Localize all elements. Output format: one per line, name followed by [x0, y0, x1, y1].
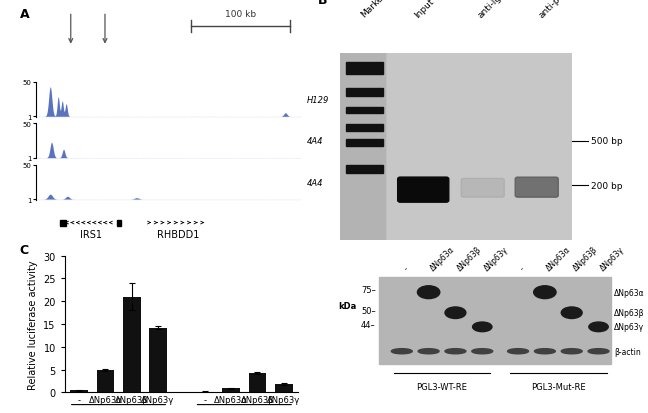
- Bar: [346, 140, 383, 146]
- Ellipse shape: [561, 307, 582, 319]
- Text: 4A4: 4A4: [307, 178, 323, 187]
- Text: 50–: 50–: [361, 306, 376, 315]
- Ellipse shape: [534, 286, 556, 299]
- FancyBboxPatch shape: [398, 178, 449, 203]
- Text: ΔNp63γ: ΔNp63γ: [482, 244, 510, 272]
- Text: ΔNp63γ: ΔNp63γ: [614, 323, 644, 332]
- Text: ΔNp63β: ΔNp63β: [572, 244, 599, 272]
- Ellipse shape: [445, 349, 466, 354]
- Bar: [117, 220, 121, 226]
- Bar: [346, 63, 383, 74]
- Y-axis label: Relative luciferase activity: Relative luciferase activity: [28, 259, 38, 389]
- Bar: [222, 388, 240, 392]
- Text: ΔNp63α: ΔNp63α: [428, 244, 457, 272]
- Text: 500 bp: 500 bp: [591, 137, 622, 146]
- Ellipse shape: [588, 349, 609, 354]
- Text: RHBDD1: RHBDD1: [157, 230, 199, 240]
- Text: ΔNp63α: ΔNp63α: [545, 244, 573, 272]
- Text: B: B: [318, 0, 327, 7]
- Bar: [346, 166, 383, 173]
- Bar: [346, 125, 383, 131]
- Ellipse shape: [418, 349, 439, 354]
- Ellipse shape: [417, 286, 440, 299]
- Text: 100 kb: 100 kb: [225, 10, 256, 19]
- Text: ΔNp63β: ΔNp63β: [456, 244, 483, 272]
- Text: ΔNp63β: ΔNp63β: [614, 309, 645, 318]
- Text: 75–: 75–: [361, 285, 376, 294]
- Text: Input: Input: [413, 0, 436, 20]
- Bar: [122, 297, 141, 392]
- Text: anti-IgG: anti-IgG: [476, 0, 508, 20]
- Bar: [97, 370, 114, 392]
- Text: ΔNp63α: ΔNp63α: [614, 288, 645, 297]
- Text: anti-p63: anti-p63: [537, 0, 570, 20]
- Text: 200 bp: 200 bp: [591, 181, 622, 190]
- Text: ΔNp63γ: ΔNp63γ: [599, 244, 626, 272]
- Text: C: C: [19, 244, 29, 256]
- Ellipse shape: [507, 349, 529, 354]
- Text: H129: H129: [307, 96, 329, 104]
- Text: 44–: 44–: [361, 320, 376, 329]
- Ellipse shape: [472, 349, 492, 354]
- Ellipse shape: [445, 307, 466, 319]
- Text: IRS1: IRS1: [80, 230, 102, 240]
- Text: PGL3-Mut-RE: PGL3-Mut-RE: [531, 382, 586, 391]
- Bar: [60, 220, 66, 226]
- Text: 4A4: 4A4: [307, 137, 323, 146]
- Bar: [346, 89, 383, 97]
- Bar: [378, 277, 611, 364]
- Text: -: -: [402, 263, 410, 272]
- Text: PGL3-WT-RE: PGL3-WT-RE: [417, 382, 467, 391]
- Bar: [149, 328, 167, 392]
- Text: Marker: Marker: [359, 0, 388, 20]
- Text: β-actin: β-actin: [614, 347, 641, 356]
- Bar: [346, 108, 383, 114]
- Bar: [70, 391, 88, 392]
- FancyBboxPatch shape: [515, 178, 559, 198]
- Bar: [275, 384, 293, 392]
- Ellipse shape: [391, 349, 412, 354]
- Ellipse shape: [561, 349, 582, 354]
- Text: kDa: kDa: [338, 301, 356, 310]
- FancyBboxPatch shape: [461, 179, 504, 198]
- Text: -: -: [518, 263, 526, 272]
- Ellipse shape: [535, 349, 555, 354]
- Bar: [249, 373, 266, 392]
- Ellipse shape: [472, 322, 492, 332]
- Text: A: A: [19, 8, 29, 21]
- Ellipse shape: [589, 322, 608, 332]
